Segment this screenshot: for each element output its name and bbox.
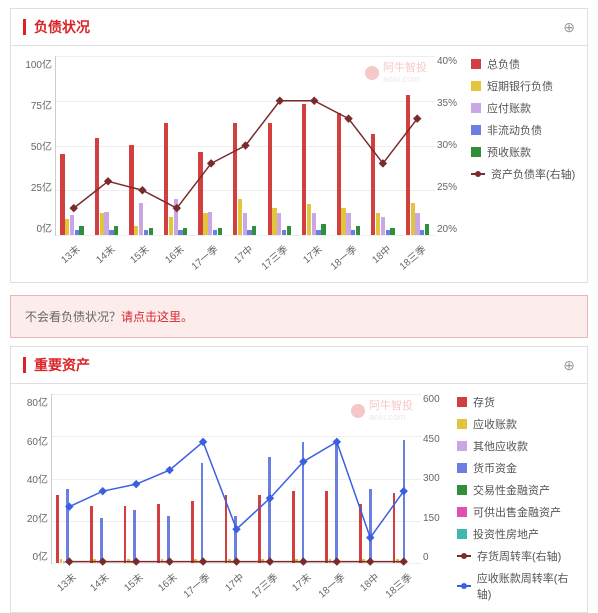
y-right-tick: 300 (423, 473, 451, 484)
chart2-plot: 80亿60亿40亿20亿0亿600450300150013末14末15末16末1… (51, 394, 421, 564)
legend-item: 短期银行负债 (471, 78, 581, 94)
legend-item: 非流动负债 (471, 122, 581, 138)
y-left-tick: 100亿 (22, 56, 52, 71)
panel-title: 重要资产 (34, 355, 90, 375)
legend-item: 应收账款周转率(右轴) (457, 570, 581, 602)
x-tick: 16末 (161, 241, 187, 266)
legend-item: 应收账款 (457, 416, 581, 432)
x-tick: 17一季 (180, 569, 213, 600)
title-accent (23, 357, 26, 373)
title-accent (23, 19, 26, 35)
help-tip: 不会看负债状况？请点击这里。 (10, 295, 588, 338)
x-tick: 14末 (86, 569, 112, 594)
legend-item: 投资性房地产 (457, 526, 581, 542)
x-tick: 18一季 (314, 569, 347, 600)
y-right-tick: 0 (423, 552, 451, 563)
y-left-tick: 25亿 (22, 179, 52, 194)
x-tick: 17一季 (188, 241, 221, 272)
zoom-icon[interactable]: ⊕ (563, 19, 575, 36)
x-tick: 17三季 (257, 241, 290, 272)
zoom-icon[interactable]: ⊕ (563, 357, 575, 374)
x-tick: 13末 (53, 569, 79, 594)
y-right-tick: 30% (437, 140, 465, 151)
x-tick: 16末 (154, 569, 180, 594)
y-left-tick: 80亿 (18, 394, 48, 409)
x-tick: 17中 (230, 241, 256, 266)
chart1-plot: 100亿75亿50亿25亿0亿40%35%30%25%20%13末14末15末1… (55, 56, 435, 236)
y-left-tick: 60亿 (18, 433, 48, 448)
y-right-tick: 40% (437, 56, 465, 67)
legend-item: 预收账款 (471, 144, 581, 160)
legend-item: 资产负债率(右轴) (471, 166, 581, 182)
chart1-area: 阿牛智投 aniu.com 100亿75亿50亿25亿0亿40%35%30%25… (11, 46, 587, 272)
legend-item: 货币资金 (457, 460, 581, 476)
tip-link[interactable]: 请点击这里。 (121, 310, 193, 324)
x-tick: 15末 (120, 569, 146, 594)
legend-item: 总负债 (471, 56, 581, 72)
x-tick: 18一季 (326, 241, 359, 272)
y-right-tick: 450 (423, 434, 451, 445)
y-left-tick: 0亿 (18, 548, 48, 563)
x-tick: 18中 (368, 241, 394, 266)
x-tick: 17中 (221, 569, 247, 594)
legend-item: 存货周转率(右轴) (457, 548, 581, 564)
x-tick: 18三季 (395, 241, 428, 272)
y-left-tick: 0亿 (22, 220, 52, 235)
panel-header: 负债状况 ⊕ (11, 9, 587, 46)
y-left-tick: 20亿 (18, 510, 48, 525)
x-tick: 18中 (355, 569, 381, 594)
x-tick: 17三季 (247, 569, 280, 600)
x-tick: 18三季 (381, 569, 414, 600)
legend-item: 交易性金融资产 (457, 482, 581, 498)
legend-item: 其他应收款 (457, 438, 581, 454)
legend-item: 应付账款 (471, 100, 581, 116)
y-left-tick: 40亿 (18, 471, 48, 486)
y-left-tick: 75亿 (22, 97, 52, 112)
assets-panel: 重要资产 ⊕ 阿牛智投 aniu.com 80亿60亿40亿20亿0亿60045… (10, 346, 588, 613)
x-tick: 14末 (92, 241, 118, 266)
x-tick: 13末 (57, 241, 83, 266)
tip-text: 不会看负债状况？ (25, 310, 121, 324)
y-right-tick: 25% (437, 182, 465, 193)
x-tick: 15末 (126, 241, 152, 266)
panel-title: 负债状况 (34, 17, 90, 37)
legend-item: 可供出售金融资产 (457, 504, 581, 520)
x-tick: 17末 (288, 569, 314, 594)
panel-header: 重要资产 ⊕ (11, 347, 587, 384)
y-right-tick: 600 (423, 394, 451, 405)
y-right-tick: 20% (437, 224, 465, 235)
y-left-tick: 50亿 (22, 138, 52, 153)
y-right-tick: 150 (423, 513, 451, 524)
chart2-area: 阿牛智投 aniu.com 80亿60亿40亿20亿0亿600450300150… (11, 384, 587, 602)
liabilities-panel: 负债状况 ⊕ 阿牛智投 aniu.com 100亿75亿50亿25亿0亿40%3… (10, 8, 588, 283)
x-tick: 17末 (299, 241, 325, 266)
y-right-tick: 35% (437, 98, 465, 109)
legend-item: 存货 (457, 394, 581, 410)
